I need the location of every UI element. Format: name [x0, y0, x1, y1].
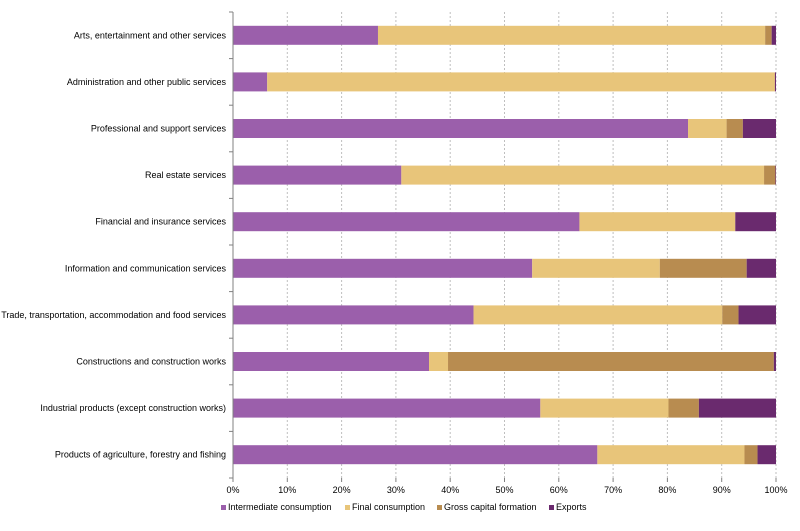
- bar-9-series-0: [233, 445, 598, 465]
- bar-3-series-2: [764, 165, 776, 185]
- bar-7-series-1: [429, 352, 449, 371]
- x-tick-label: 50%: [495, 485, 513, 495]
- bar-2-series-1: [688, 119, 727, 138]
- legend-swatch: [549, 505, 554, 510]
- bar-8-series-1: [540, 398, 669, 418]
- legend-item: Intermediate consumption: [221, 502, 332, 512]
- bar-1-series-3: [774, 72, 776, 92]
- bar-9-series-3: [757, 445, 776, 465]
- category-label: Trade, transportation, accommodation and…: [1, 310, 226, 320]
- x-tick-labels: 0% 10% 20% 30% 40% 50% 60% 70% 80% 90% 100%: [226, 485, 787, 495]
- bar-1-series-1: [267, 72, 775, 92]
- bar-8-series-2: [668, 398, 699, 418]
- legend-label: Final consumption: [352, 502, 425, 512]
- bar-7-series-0: [233, 352, 430, 371]
- x-tick-label: 70%: [604, 485, 622, 495]
- bar-6-series-0: [233, 305, 474, 325]
- bar-6-series-1: [473, 305, 723, 325]
- bar-2-series-0: [233, 119, 689, 138]
- category-label: Constructions and construction works: [76, 357, 226, 367]
- legend-item: Gross capital formation: [437, 502, 537, 512]
- x-tick-label: 20%: [333, 485, 351, 495]
- bar-7-series-3: [773, 352, 776, 371]
- bar-8-series-0: [233, 398, 541, 418]
- bar-3-series-1: [401, 165, 765, 185]
- category-label: Professional and support services: [91, 124, 227, 134]
- bar-0-series-0: [233, 25, 378, 45]
- x-tick-label: 90%: [713, 485, 731, 495]
- category-label: Industrial products (except construction…: [40, 403, 226, 413]
- bar-0-series-3: [771, 25, 776, 45]
- legend-swatch: [345, 505, 350, 510]
- bar-2-series-2: [726, 119, 743, 138]
- category-label: Information and communication services: [65, 263, 227, 273]
- legend-swatch: [437, 505, 442, 510]
- bar-5-series-3: [746, 258, 776, 278]
- legend-item: Final consumption: [345, 502, 425, 512]
- bar-7-series-2: [448, 352, 774, 371]
- bar-6-series-3: [738, 305, 776, 325]
- bar-5-series-0: [233, 258, 533, 278]
- bar-3-series-0: [233, 165, 402, 185]
- legend-label: Exports: [556, 502, 587, 512]
- legend-label: Intermediate consumption: [228, 502, 332, 512]
- x-tick-label: 100%: [764, 485, 787, 495]
- bar-9-series-2: [744, 445, 758, 465]
- category-label: Real estate services: [145, 170, 227, 180]
- category-label: Arts, entertainment and other services: [74, 30, 227, 40]
- x-tick-label: 80%: [658, 485, 676, 495]
- bar-5-series-1: [532, 258, 660, 278]
- x-tick-label: 60%: [550, 485, 568, 495]
- x-tick-label: 30%: [387, 485, 405, 495]
- legend-swatch: [221, 505, 226, 510]
- bars: [233, 25, 776, 465]
- bar-8-series-3: [698, 398, 776, 418]
- bar-5-series-2: [659, 258, 747, 278]
- category-label: Financial and insurance services: [95, 217, 226, 227]
- category-labels: Arts, entertainment and other services Ad…: [1, 30, 226, 459]
- x-tick-label: 0%: [226, 485, 239, 495]
- category-label: Products of agriculture, forestry and fi…: [55, 450, 226, 460]
- axes: [229, 11, 777, 482]
- bar-4-series-3: [735, 212, 776, 232]
- legend-label: Gross capital formation: [444, 502, 537, 512]
- x-tick-label: 40%: [441, 485, 459, 495]
- x-tick-label: 10%: [278, 485, 296, 495]
- bar-0-series-1: [377, 25, 766, 45]
- bar-9-series-1: [597, 445, 745, 465]
- legend-item: Exports: [549, 502, 587, 512]
- bar-0-series-2: [765, 25, 772, 45]
- bar-3-series-3: [775, 165, 776, 185]
- legend: Intermediate consumption Final consumptio…: [221, 502, 587, 512]
- bar-2-series-3: [742, 119, 776, 138]
- bar-4-series-1: [579, 212, 736, 232]
- category-label: Administration and other public services: [67, 77, 227, 87]
- bar-6-series-2: [722, 305, 739, 325]
- bar-1-series-0: [233, 72, 268, 92]
- bar-4-series-0: [233, 212, 580, 232]
